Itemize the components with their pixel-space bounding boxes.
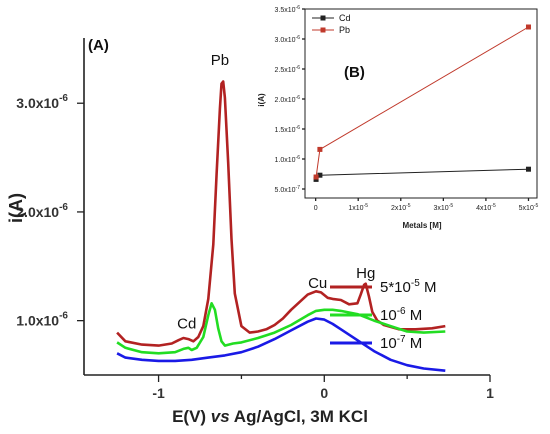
panel-a-annotations: Cd Pb Cu Hg [177,52,375,332]
panel-a-peak-label: Hg [356,265,375,282]
panel-b-series-group [313,24,531,182]
panel-b-ticks: 0 1x10-5 2x10-5 3x10-5 4x10-5 5x10-5 5.0x10-7 1… [275,5,539,212]
panel-a-y-tick-label: 3.0x10-6 [16,93,68,111]
panel-b-inset-chart: 0 1x10-5 2x10-5 3x10-5 4x10-5 5x10-5 5.0x10-7 1… [257,5,539,230]
panel-a-peak-label: Pb [211,52,229,69]
x-axis-title-part-2: vs [211,407,230,426]
panel-b-legend-label: Cd [339,13,351,23]
panel-b-y-tick-label: 3.0x10-6 [275,35,301,44]
panel-a-y-tick-label: 2.0x10-6 [16,202,68,220]
panel-b-legend-marker [320,15,326,21]
panel-a-y-axis-title: i(A) [6,193,26,223]
panel-a-ticks: -1 0 1 1.0x10-6 2.0x10-6 3.0x10-6 [16,93,494,401]
panel-b-x-tick-label: 0 [314,205,318,212]
panel-a-x-tick-label: 0 [320,385,328,401]
panel-a-y-tick-label: 1.0x10-6 [16,311,68,329]
panel-a-peak-label: Cd [177,315,196,332]
panel-b-x-tick-label: 5x10-5 [519,203,539,212]
panel-a-legend: 5*10-5 M 10-6 M 10-7 M [330,278,436,352]
panel-b-y-tick-label: 5.0x10-7 [275,185,301,194]
panel-a-x-tick-label: 1 [486,385,494,401]
panel-b-legend-label: Pb [339,25,350,35]
panel-b-y-axis-title: i(A) [257,93,266,107]
panel-b-x-axis-title: Metals [M] [402,221,441,230]
panel-b-legend: Cd Pb [312,13,351,35]
panel-b-plot-frame [304,8,538,199]
x-axis-title-part-3: Ag/AgCl, 3M KCl [230,407,368,426]
panel-b-y-tick-label: 1.5x10-6 [275,125,301,134]
panel-b-x-tick-label: 2x10-5 [391,203,411,212]
panel-a-axes [83,38,490,376]
panel-b-x-tick-label: 3x10-5 [434,203,454,212]
panel-b-x-tick-label: 1x10-5 [348,203,368,212]
x-axis-title-part-1: E(V) [172,407,211,426]
panel-a-x-axis-title: E(V) vs Ag/AgCl, 3M KCl [172,407,368,426]
panel-a-peak-label: Cu [308,275,327,292]
panel-a-series-line-3 [116,317,446,372]
panel-a-legend-label: 5*10-5 M [380,278,436,296]
panel-b-label: (B) [344,64,365,81]
panel-b-marker-cd [525,166,531,172]
panel-a-x-tick-label: -1 [152,385,165,401]
panel-b-marker-pb [313,174,319,180]
panel-b-marker-pb [525,24,531,30]
panel-b-y-tick-label: 2.5x10-6 [275,65,301,74]
panel-a-label: (A) [88,37,109,54]
panel-b-y-tick-label: 1.0x10-6 [275,155,301,164]
panel-b-marker-pb [317,146,323,152]
panel-a-legend-label: 10-6 M [380,306,422,324]
panel-a-chart: -1 0 1 1.0x10-6 2.0x10-6 3.0x10-6 Cd Pb Cu Hg (A… [6,37,494,426]
panel-b-legend-marker [320,27,326,33]
panel-b-y-tick-label: 3.5x10-6 [275,5,301,14]
panel-b-x-tick-label: 4x10-5 [476,203,496,212]
panel-b-y-tick-label: 2.0x10-6 [275,95,301,104]
panel-a-legend-label: 10-7 M [380,334,422,352]
panel-b-marker-cd [317,172,323,178]
panel-b-axes [304,8,538,199]
